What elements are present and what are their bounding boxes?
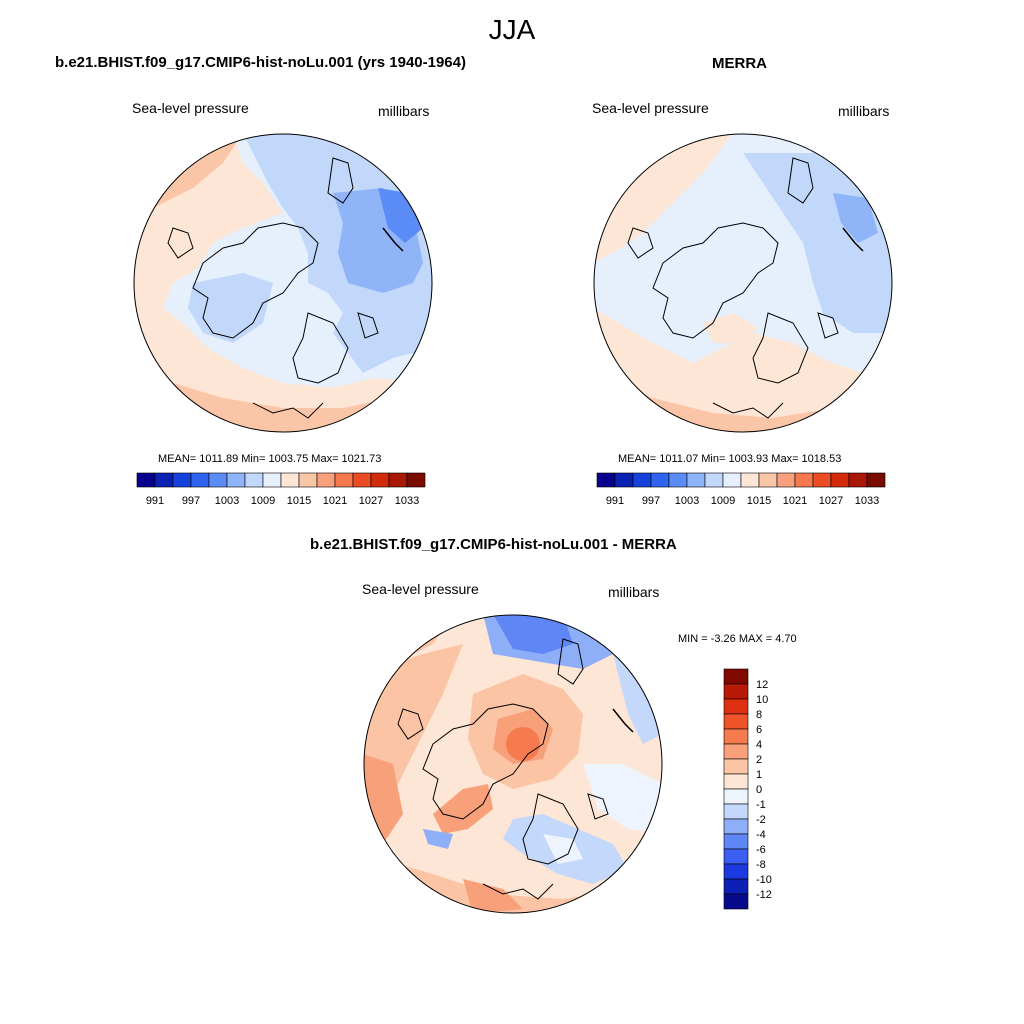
diff-colorbar-box [723, 863, 749, 880]
obs-colorbar-box [668, 472, 688, 488]
diff-colorbar-tick-label: 10 [756, 694, 768, 706]
diff-colorbar-box [723, 788, 749, 805]
obs-units-label: millibars [838, 103, 890, 119]
obs-colorbar-tick-label: 1027 [819, 495, 843, 507]
obs-colorbar-tick-label: 1009 [711, 495, 735, 507]
obs-colorbar-box [686, 472, 706, 488]
obs-colorbar-box [866, 472, 886, 488]
model-colorbar-box [208, 472, 228, 488]
obs-colorbar-box [830, 472, 850, 488]
model-colorbar-box [136, 472, 156, 488]
obs-colorbar-box [776, 472, 796, 488]
model-colorbar-tick-label: 997 [182, 495, 200, 507]
obs-colorbar-tick-label: 1003 [675, 495, 699, 507]
diff-colorbar-tick-label: 4 [756, 739, 762, 751]
model-colorbar-box [190, 472, 210, 488]
model-colorbar-tick-label: 991 [146, 495, 164, 507]
model-colorbar-box [262, 472, 282, 488]
obs-colorbar-tick-label: 1033 [855, 495, 879, 507]
obs-colorbar: 991 997 1003 1009 1015 1021 1027 1033 [596, 472, 886, 507]
model-colorbar-box [388, 472, 408, 488]
diff-colorbar-tick-label: -12 [756, 889, 772, 901]
model-colorbar-tick-label: 1021 [323, 495, 347, 507]
diff-colorbar-box [723, 758, 749, 775]
model-colorbar-box [244, 472, 264, 488]
model-colorbar-box [298, 472, 318, 488]
figure-title: JJA [488, 14, 536, 45]
model-colorbar-tick-label: 1015 [287, 495, 311, 507]
obs-colorbar-box [794, 472, 814, 488]
diff-colorbar-box [723, 698, 749, 715]
obs-variable-label: Sea-level pressure [592, 100, 709, 116]
diff-colorbar-tick-label: -1 [756, 799, 766, 811]
model-panel-title: b.e21.BHIST.f09_g17.CMIP6-hist-noLu.001 … [55, 54, 466, 71]
diff-colorbar-box [723, 833, 749, 850]
obs-colorbar-box [740, 472, 760, 488]
model-colorbar-tick-label: 1009 [251, 495, 275, 507]
model-colorbar-tick-label: 1003 [215, 495, 239, 507]
diff-colorbar-tick-label: -4 [756, 829, 766, 841]
diff-colorbar-box [723, 683, 749, 700]
diff-colorbar-box [723, 818, 749, 835]
diff-colorbar-box [723, 743, 749, 760]
obs-colorbar-box [848, 472, 868, 488]
diff-polar-map [363, 614, 663, 914]
diff-colorbar-box [723, 773, 749, 790]
model-colorbar-box [406, 472, 426, 488]
obs-panel-title: MERRA [712, 55, 767, 72]
obs-stats: MEAN= 1011.07 Min= 1003.93 Max= 1018.53 [618, 453, 842, 465]
diff-stats: MIN = -3.26 MAX = 4.70 [678, 633, 797, 645]
diff-colorbar-box [723, 713, 749, 730]
diff-colorbar-tick-label: 8 [756, 709, 762, 721]
obs-colorbar-box [704, 472, 724, 488]
diff-colorbar-tick-label: 0 [756, 784, 762, 796]
obs-colorbar-box [614, 472, 634, 488]
model-variable-label: Sea-level pressure [132, 100, 249, 116]
obs-colorbar-tick-label: 1021 [783, 495, 807, 507]
model-units-label: millibars [378, 103, 430, 119]
obs-colorbar-box [812, 472, 832, 488]
diff-colorbar-tick-label: -10 [756, 874, 772, 886]
model-colorbar-box [316, 472, 336, 488]
model-colorbar-box [370, 472, 390, 488]
diff-colorbar-tick-label: -8 [756, 859, 766, 871]
obs-colorbar-box [650, 472, 670, 488]
diff-colorbar-box [723, 878, 749, 895]
diff-colorbar-tick-label: -2 [756, 814, 766, 826]
diff-variable-label: Sea-level pressure [362, 581, 479, 597]
obs-colorbar-tick-label: 991 [606, 495, 624, 507]
model-stats: MEAN= 1011.89 Min= 1003.75 Max= 1021.73 [158, 453, 382, 465]
obs-colorbar-box [632, 472, 652, 488]
obs-polar-map [593, 133, 893, 433]
diff-colorbar-tick-label: 2 [756, 754, 762, 766]
diff-colorbar-tick-label: 12 [756, 679, 768, 691]
obs-colorbar-tick-label: 1015 [747, 495, 771, 507]
diff-panel-title: b.e21.BHIST.f09_g17.CMIP6-hist-noLu.001 … [310, 536, 677, 553]
model-colorbar-tick-label: 1027 [359, 495, 383, 507]
obs-colorbar-box [722, 472, 742, 488]
diff-colorbar-tick-label: -6 [756, 844, 766, 856]
diff-colorbar-box [723, 803, 749, 820]
model-colorbar-box [226, 472, 246, 488]
obs-colorbar-tick-label: 997 [642, 495, 660, 507]
model-colorbar-box [352, 472, 372, 488]
model-colorbar-box [334, 472, 354, 488]
diff-units-label: millibars [608, 584, 660, 600]
diff-colorbar-tick-label: 1 [756, 769, 762, 781]
model-colorbar-box [172, 472, 192, 488]
model-colorbar: 991 997 1003 1009 1015 1021 1027 1033 [136, 472, 426, 507]
diff-colorbar-tick-label: 6 [756, 724, 762, 736]
model-colorbar-box [280, 472, 300, 488]
obs-colorbar-box [596, 472, 616, 488]
diff-colorbar-box [723, 728, 749, 745]
model-colorbar-tick-label: 1033 [395, 495, 419, 507]
diff-colorbar-box [723, 668, 749, 685]
model-colorbar-box [154, 472, 174, 488]
obs-colorbar-box [758, 472, 778, 488]
diff-colorbar-box [723, 893, 749, 910]
diff-colorbar-box [723, 848, 749, 865]
model-polar-map [133, 133, 433, 433]
